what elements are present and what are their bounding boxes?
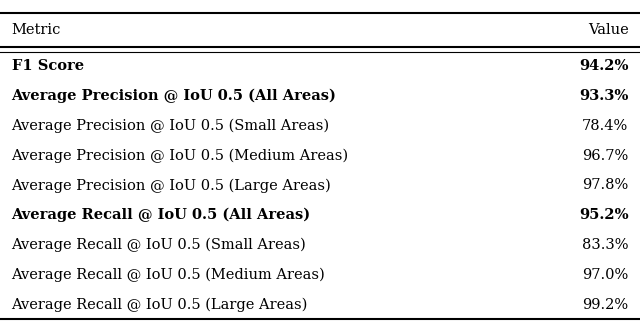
Text: 83.3%: 83.3% <box>582 238 628 252</box>
Text: Average Precision @ IoU 0.5 (Medium Areas): Average Precision @ IoU 0.5 (Medium Area… <box>12 149 349 163</box>
Text: Average Precision @ IoU 0.5 (Large Areas): Average Precision @ IoU 0.5 (Large Areas… <box>12 178 332 193</box>
Text: Value: Value <box>588 23 628 37</box>
Text: 97.0%: 97.0% <box>582 268 628 282</box>
Text: 94.2%: 94.2% <box>579 59 628 73</box>
Text: Metric: Metric <box>12 23 61 37</box>
Text: 95.2%: 95.2% <box>579 208 628 222</box>
Text: Average Precision @ IoU 0.5 (Small Areas): Average Precision @ IoU 0.5 (Small Areas… <box>12 119 330 133</box>
Text: 96.7%: 96.7% <box>582 149 628 163</box>
Text: Average Recall @ IoU 0.5 (Large Areas): Average Recall @ IoU 0.5 (Large Areas) <box>12 297 308 312</box>
Text: Average Precision @ IoU 0.5 (All Areas): Average Precision @ IoU 0.5 (All Areas) <box>12 89 337 103</box>
Text: 78.4%: 78.4% <box>582 119 628 133</box>
Text: Average Recall @ IoU 0.5 (Medium Areas): Average Recall @ IoU 0.5 (Medium Areas) <box>12 268 325 282</box>
Text: F1 Score: F1 Score <box>12 59 84 73</box>
Text: Average Recall @ IoU 0.5 (All Areas): Average Recall @ IoU 0.5 (All Areas) <box>12 208 310 222</box>
Text: 93.3%: 93.3% <box>579 89 628 103</box>
Text: Average Recall @ IoU 0.5 (Small Areas): Average Recall @ IoU 0.5 (Small Areas) <box>12 238 307 252</box>
Text: 99.2%: 99.2% <box>582 298 628 312</box>
Text: 97.8%: 97.8% <box>582 179 628 192</box>
